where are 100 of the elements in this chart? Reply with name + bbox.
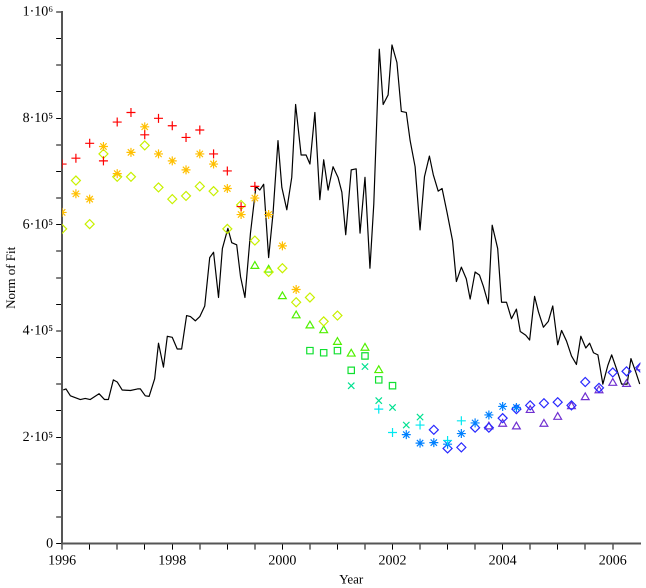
point xyxy=(167,156,178,166)
point xyxy=(594,385,604,394)
point xyxy=(484,410,494,420)
y-tick-label: 1·10⁶ xyxy=(22,4,54,20)
point xyxy=(401,430,412,440)
point xyxy=(277,263,288,274)
point xyxy=(484,422,494,430)
point xyxy=(538,398,550,408)
y-tick-label: 2·10⁵ xyxy=(22,430,54,445)
point xyxy=(320,348,328,357)
point xyxy=(126,147,136,158)
point xyxy=(208,158,219,170)
point xyxy=(180,132,192,143)
point xyxy=(498,401,508,412)
point xyxy=(484,422,494,433)
point xyxy=(140,130,150,140)
point xyxy=(525,400,536,410)
point xyxy=(402,421,410,429)
point xyxy=(222,183,232,194)
point xyxy=(70,153,82,164)
point xyxy=(428,424,439,435)
point xyxy=(208,186,219,196)
point xyxy=(98,141,109,152)
y-axis-title: Norm of Fit xyxy=(3,246,18,309)
point xyxy=(319,325,328,334)
x-tick-label: 2002 xyxy=(378,554,407,569)
point xyxy=(153,113,164,124)
point xyxy=(84,219,95,230)
point xyxy=(622,379,632,387)
x-tick-label: 1998 xyxy=(158,554,186,569)
point xyxy=(456,428,466,439)
y-tick-label: 0 xyxy=(46,536,54,552)
point xyxy=(194,148,205,160)
point xyxy=(222,224,232,234)
point xyxy=(126,172,136,182)
point xyxy=(112,172,122,182)
point xyxy=(264,266,274,278)
point xyxy=(456,442,466,452)
point xyxy=(388,382,396,390)
point xyxy=(580,392,590,400)
point xyxy=(236,209,246,220)
point xyxy=(208,148,219,160)
point xyxy=(552,397,563,408)
point xyxy=(194,124,205,136)
point xyxy=(374,376,383,384)
point xyxy=(278,291,287,300)
point xyxy=(84,194,95,204)
point xyxy=(374,396,383,404)
point xyxy=(167,120,178,131)
point xyxy=(334,346,342,354)
point xyxy=(222,166,232,176)
point xyxy=(414,420,426,430)
point xyxy=(250,192,260,204)
point xyxy=(374,404,384,414)
point xyxy=(112,116,122,128)
point xyxy=(442,435,453,446)
point xyxy=(180,190,192,202)
point xyxy=(318,316,329,326)
point xyxy=(250,181,260,192)
point xyxy=(428,437,439,448)
point xyxy=(332,310,343,321)
point xyxy=(347,382,356,390)
point xyxy=(305,320,314,328)
point xyxy=(70,188,82,199)
point xyxy=(98,156,109,166)
point xyxy=(498,418,508,427)
y-tick-label: 8·10⁵ xyxy=(22,110,54,126)
point xyxy=(112,168,122,179)
point xyxy=(264,209,274,220)
point xyxy=(140,122,150,132)
point xyxy=(442,439,453,450)
point xyxy=(153,182,164,193)
point xyxy=(277,240,288,252)
y-tick-label: 4·10⁵ xyxy=(22,324,54,339)
point xyxy=(167,194,178,204)
point xyxy=(414,438,426,448)
x-tick-label: 2000 xyxy=(268,554,296,569)
point xyxy=(580,376,590,388)
point xyxy=(387,427,398,438)
point xyxy=(98,148,109,160)
x-axis-title: Year xyxy=(339,572,364,587)
point xyxy=(153,148,164,160)
point xyxy=(126,107,136,118)
point xyxy=(374,365,384,374)
point xyxy=(346,348,356,357)
point xyxy=(70,175,82,186)
point xyxy=(140,140,150,151)
point xyxy=(416,413,424,421)
point xyxy=(621,366,632,376)
point xyxy=(304,292,316,303)
point xyxy=(526,405,535,414)
point xyxy=(291,297,302,308)
point xyxy=(608,378,618,386)
point xyxy=(512,422,521,430)
point xyxy=(84,138,95,148)
point xyxy=(498,413,508,424)
point xyxy=(360,342,370,351)
y-tick-label: 6·10⁵ xyxy=(22,217,54,232)
point xyxy=(180,164,192,175)
point xyxy=(456,416,466,426)
